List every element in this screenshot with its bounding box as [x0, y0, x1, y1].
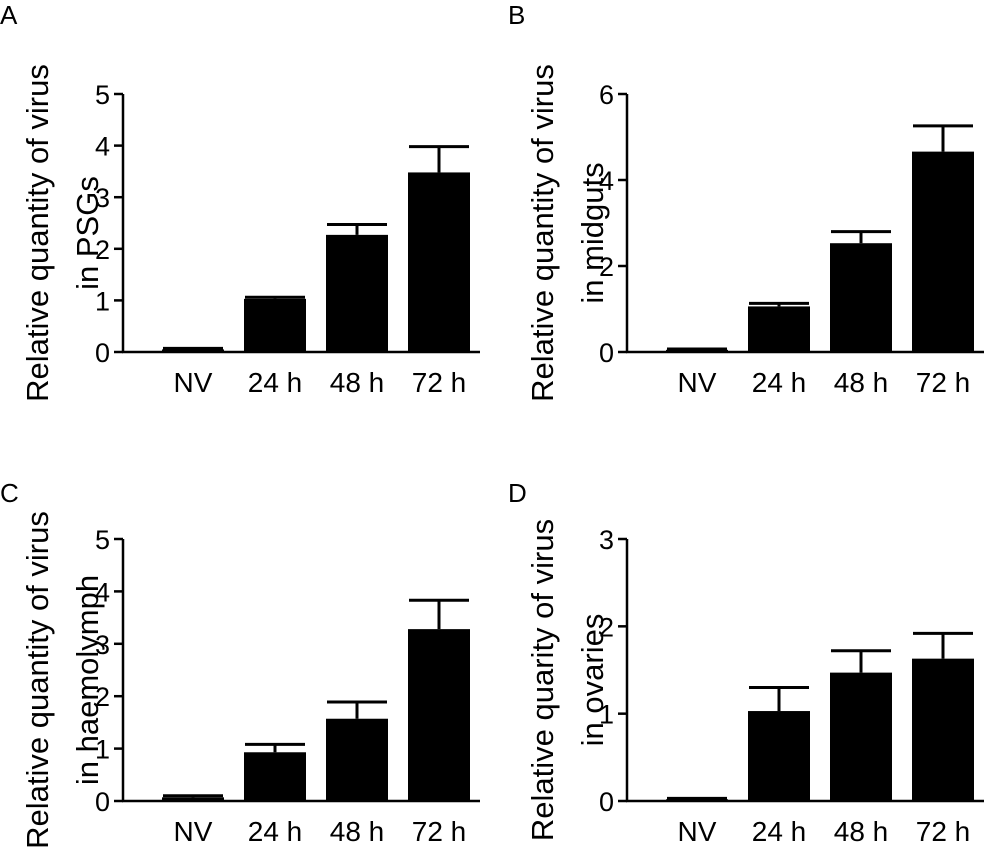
x-tick-label: NV [678, 367, 717, 398]
y-tick-label: 1 [599, 700, 614, 730]
x-tick-label: 24 h [752, 816, 807, 847]
x-tick-label: NV [174, 367, 213, 398]
x-tick-label: 48 h [834, 816, 889, 847]
x-tick-label: 24 h [248, 367, 303, 398]
bar [162, 797, 224, 801]
panel-letter: C [0, 478, 19, 508]
bar [748, 306, 810, 352]
y-tick-label: 5 [95, 80, 110, 110]
x-tick-label: NV [678, 816, 717, 847]
x-tick-label: 72 h [412, 816, 467, 847]
panel-letter: D [508, 478, 527, 508]
x-tick-label: NV [174, 816, 213, 847]
bar [408, 172, 470, 352]
y-tick-label: 2 [599, 252, 614, 282]
y-tick-label: 1 [95, 735, 110, 765]
x-tick-label: 24 h [752, 367, 807, 398]
x-tick-label: 48 h [330, 816, 385, 847]
panel-letter: A [0, 0, 18, 30]
y-tick-label: 0 [95, 338, 110, 368]
y-tick-label: 0 [95, 787, 110, 817]
y-tick-label: 3 [95, 183, 110, 213]
bar [666, 349, 728, 352]
bar [408, 629, 470, 801]
y-tick-label: 3 [599, 525, 614, 555]
bar [326, 718, 388, 801]
x-tick-label: 48 h [330, 367, 385, 398]
bar [912, 151, 974, 352]
y-tick-label: 5 [95, 525, 110, 555]
panel-d: D Relative quarity of virus in ovaries 0 1 2 3… [508, 478, 984, 847]
y-axis-label-line: in midguts [575, 162, 610, 303]
y-axis-label-line: Relative quantity of virus [525, 64, 560, 402]
y-tick-label: 2 [95, 235, 110, 265]
y-axis-label-line: in haemolymph [70, 575, 105, 785]
y-tick-label: 2 [95, 682, 110, 712]
x-tick-label: 24 h [248, 816, 303, 847]
y-tick-label: 4 [95, 132, 110, 162]
bar [748, 711, 810, 801]
y-tick-label: 0 [599, 787, 614, 817]
y-tick-label: 0 [599, 338, 614, 368]
y-tick-label: 3 [95, 630, 110, 660]
y-tick-label: 2 [599, 612, 614, 642]
y-axis-label-line: Relative quantity of virus [20, 64, 55, 402]
panel-a: A Relative quantity of virus in PSGs 0 1 2 3 4 5… [0, 0, 480, 402]
y-axis-label-line: in ovaries [575, 614, 610, 747]
x-tick-label: 72 h [916, 367, 971, 398]
bar [666, 799, 728, 802]
panel-letter: B [508, 0, 525, 30]
x-tick-label: 72 h [412, 367, 467, 398]
x-tick-label: 72 h [916, 816, 971, 847]
y-axis-label-line: Relative quarity of virus [525, 519, 560, 841]
bar [244, 752, 306, 801]
bar [162, 349, 224, 352]
bar [830, 672, 892, 801]
bar [326, 234, 388, 352]
y-tick-label: 6 [599, 80, 614, 110]
y-axis-label-line: in PSGs [70, 176, 105, 290]
bar [912, 658, 974, 801]
bar [244, 298, 306, 352]
y-axis-label-line: Relative quantity of virus [20, 511, 55, 849]
bar [830, 243, 892, 352]
y-tick-label: 4 [95, 577, 110, 607]
y-tick-label: 1 [95, 286, 110, 316]
y-tick-label: 4 [599, 166, 614, 196]
x-tick-label: 48 h [834, 367, 889, 398]
